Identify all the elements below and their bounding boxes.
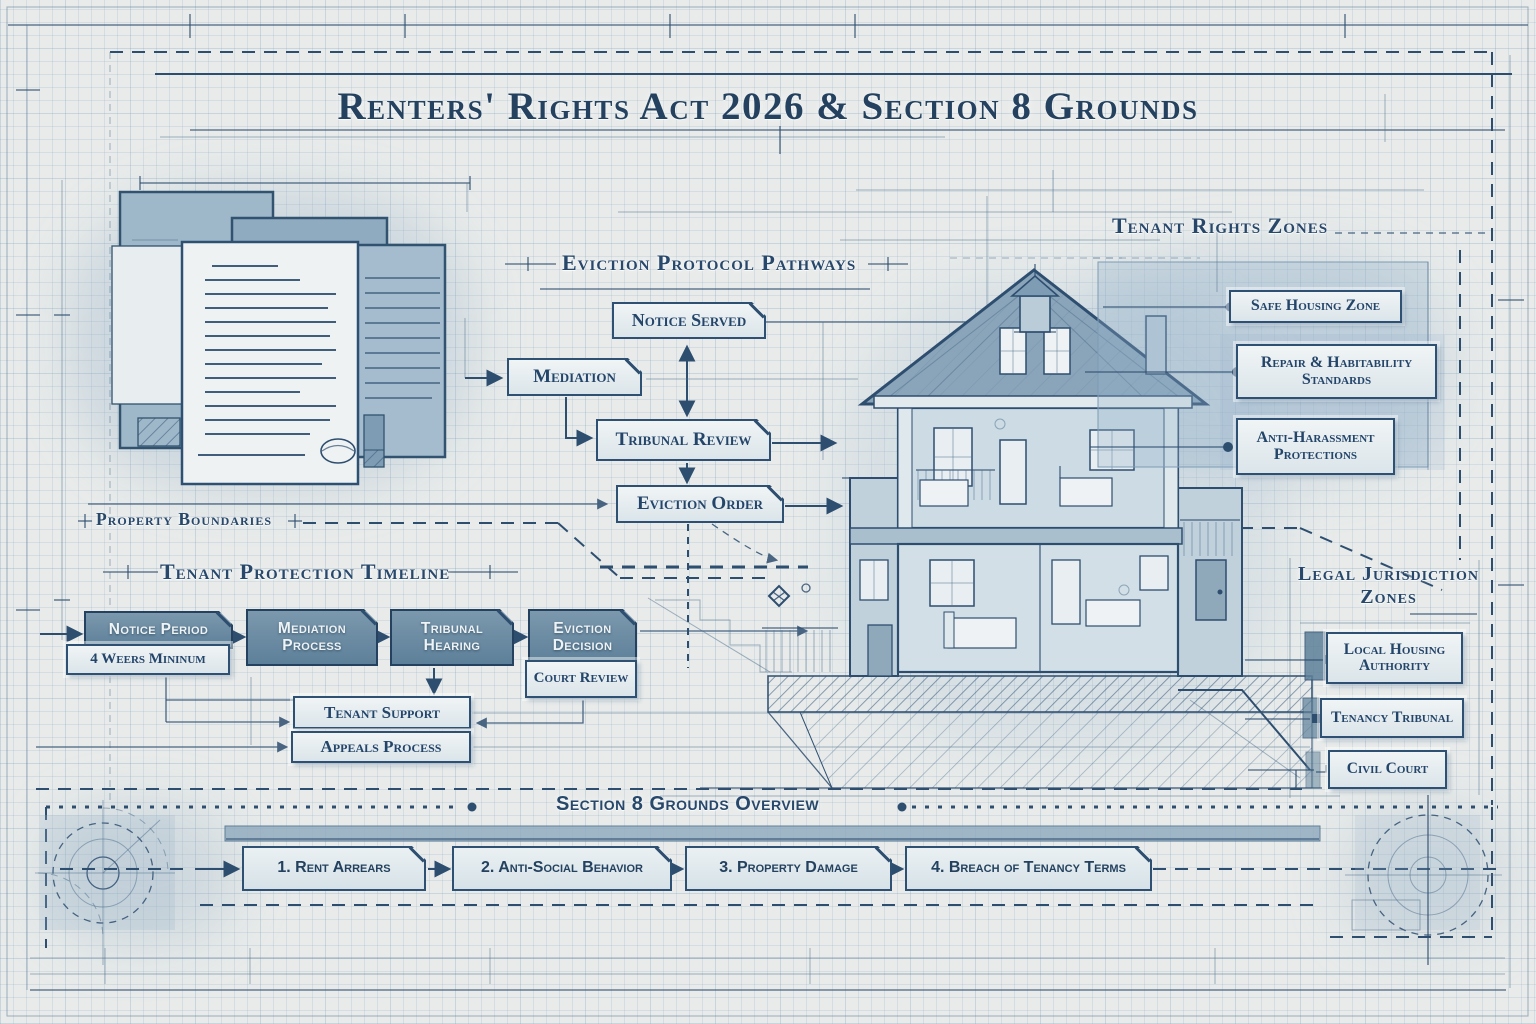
repair-standards-box: Repair & Habitability Standards — [1236, 344, 1437, 399]
safe-housing-zone-label: Safe Housing Zone — [1250, 297, 1381, 315]
compass-rose-right — [1345, 795, 1502, 965]
page-title: Renters' Rights Act 2026 & Section 8 Gro… — [337, 85, 1199, 128]
pathways-header: Eviction Protocol Pathways — [562, 250, 857, 275]
eviction-decision-label: Eviction Decision — [552, 620, 613, 654]
mediation-process-label: Mediation Process — [277, 620, 347, 654]
mediation-label: Mediation — [533, 366, 616, 388]
timeline-header: Tenant Protection Timeline — [160, 559, 451, 584]
notice-served-box: Notice Served — [612, 302, 766, 339]
eviction-order-box: Eviction Order — [616, 485, 784, 523]
property-boundaries-label: Property Boundaries — [96, 509, 272, 529]
civil-court-label: Civil Court — [1346, 760, 1429, 778]
tenancy-tribunal-label: Tenancy Tribunal — [1330, 708, 1454, 726]
tenant-support-box: Tenant Support — [293, 696, 471, 729]
safe-housing-zone-box: Safe Housing Zone — [1229, 290, 1402, 323]
appeals-process-box: Appeals Process — [291, 731, 471, 763]
ground-rent-arrears: 1. Rent Arrears — [242, 846, 426, 891]
legal-zones-header: Legal Jurisdiction Zones — [1298, 563, 1479, 608]
timeline-step-eviction-decision: Eviction Decision — [528, 609, 637, 666]
title-rules — [155, 73, 1512, 154]
local-housing-authority-label: Local Housing Authority — [1343, 640, 1446, 674]
court-review-label: Court Review — [533, 670, 629, 687]
documents-illustration — [54, 176, 471, 640]
notice-period-label: Notice Period — [108, 620, 209, 638]
ground-property-damage: 3. Property Damage — [685, 846, 892, 891]
property-boundary-lines — [78, 514, 1443, 591]
court-review-box: Court Review — [525, 660, 637, 698]
mediation-box: Mediation — [507, 358, 642, 396]
anti-harassment-box: Anti-Harassment Protections — [1236, 418, 1395, 475]
notice-period-sublabel-box: 4 Weers Mininum — [66, 644, 230, 675]
tribunal-review-label: Tribunal Review — [615, 429, 752, 451]
timeline-step-tribunal-hearing: Tribunal Hearing — [390, 609, 514, 666]
tenancy-tribunal-box: Tenancy Tribunal — [1320, 698, 1464, 738]
section8-header: Section 8 Grounds Overview — [556, 793, 820, 815]
pathway-connectors — [88, 170, 1424, 673]
appeals-process-label: Appeals Process — [320, 737, 442, 757]
local-housing-authority-box: Local Housing Authority — [1326, 632, 1463, 684]
tribunal-review-box: Tribunal Review — [596, 419, 771, 461]
timeline-step-mediation-process: Mediation Process — [246, 609, 378, 666]
timeline-step-notice-period: Notice Period — [84, 611, 233, 649]
eviction-order-label: Eviction Order — [636, 493, 764, 515]
compass-rose-left — [35, 800, 192, 965]
notice-period-sublabel: 4 Weers Mininum — [90, 650, 206, 667]
tribunal-hearing-label: Tribunal Hearing — [420, 620, 484, 654]
ground-anti-social-behavior-label: 2. Anti-Social Behavior — [481, 859, 643, 877]
anti-harassment-label: Anti-Harassment Protections — [1256, 428, 1375, 463]
ground-breach-of-tenancy: 4. Breach of Tenancy Terms — [905, 846, 1152, 891]
notice-served-label: Notice Served — [631, 310, 747, 331]
ground-anti-social-behavior: 2. Anti-Social Behavior — [452, 846, 672, 891]
rights-zones-header: Tenant Rights Zones — [1112, 213, 1329, 238]
civil-court-box: Civil Court — [1328, 750, 1447, 789]
repair-standards-label: Repair & Habitability Standards — [1260, 353, 1413, 388]
section8-strip — [46, 802, 1500, 906]
blueprint-frame — [6, 6, 1529, 1017]
legal-jurisdiction-panel — [1245, 558, 1480, 798]
tenant-support-label: Tenant Support — [324, 702, 440, 722]
ground-rent-arrears-label: 1. Rent Arrears — [277, 859, 391, 877]
ground-property-damage-label: 3. Property Damage — [719, 859, 858, 877]
ground-breach-of-tenancy-label: 4. Breach of Tenancy Terms — [931, 859, 1126, 877]
house-illustration — [660, 264, 1340, 797]
